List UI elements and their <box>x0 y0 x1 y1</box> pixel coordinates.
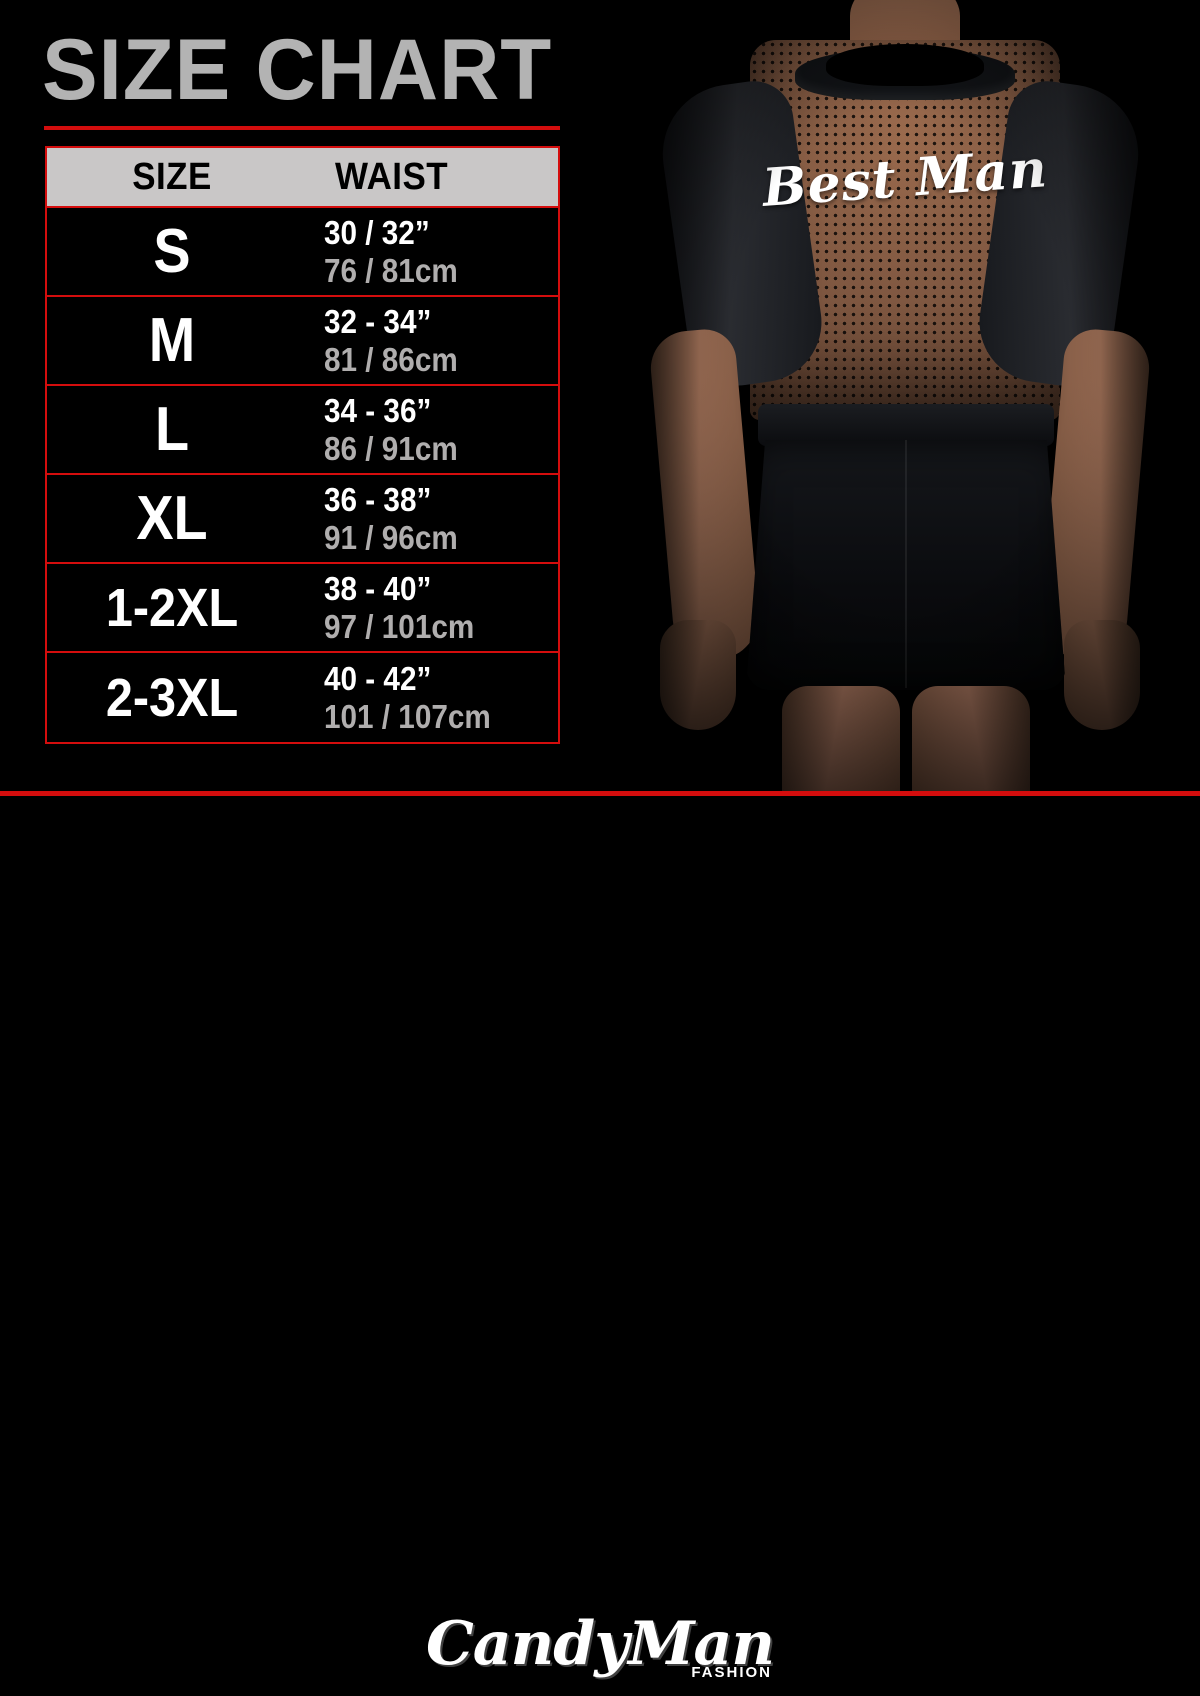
model-hand-left <box>660 620 736 730</box>
size-chart-table: SIZE WAIST S 30 / 32” 76 / 81cm M 32 - 3… <box>45 146 560 744</box>
waist-inches: 36 - 38” <box>324 480 432 518</box>
cell-waist: 30 / 32” 76 / 81cm <box>297 214 532 290</box>
garment-print-text: Best Man <box>760 137 1050 219</box>
page-title: SIZE CHART <box>42 22 553 118</box>
table-row: S 30 / 32” 76 / 81cm <box>47 208 558 297</box>
table-row: M 32 - 34” 81 / 86cm <box>47 297 558 386</box>
cell-size: L <box>154 394 190 464</box>
cell-waist: 38 - 40” 97 / 101cm <box>297 570 532 646</box>
waist-centimeters: 76 / 81cm <box>324 251 458 289</box>
size-chart-panel: SIZE CHART SIZE WAIST S 30 / 32” 76 / 81… <box>0 0 600 793</box>
garment-collar-inner <box>826 44 984 86</box>
cell-size: M <box>148 305 196 375</box>
cell-size: XL <box>136 483 208 553</box>
waist-centimeters: 101 / 107cm <box>324 697 491 735</box>
brand-band: CandyMan FASHION <box>0 796 1200 1681</box>
cell-size: S <box>153 216 191 286</box>
waist-inches: 30 / 32” <box>324 213 430 251</box>
table-row: XL 36 - 38” 91 / 96cm <box>47 475 558 564</box>
waist-centimeters: 97 / 101cm <box>324 607 475 645</box>
cell-waist: 36 - 38” 91 / 96cm <box>297 481 532 557</box>
skirt-center-seam <box>905 440 907 688</box>
column-header-waist: WAIST <box>335 155 449 198</box>
model-leg-right <box>912 686 1030 791</box>
table-row: 2-3XL 40 - 42” 101 / 107cm <box>47 653 558 742</box>
waist-inches: 40 - 42” <box>324 659 432 697</box>
title-divider <box>44 126 560 130</box>
cell-waist: 32 - 34” 81 / 86cm <box>297 303 532 379</box>
brand-tagline: FASHION <box>691 1664 772 1681</box>
cell-waist: 40 - 42” 101 / 107cm <box>297 660 532 736</box>
cell-size: 1-2XL <box>105 577 239 638</box>
waist-centimeters: 91 / 96cm <box>324 518 458 556</box>
waist-inches: 34 - 36” <box>324 391 432 429</box>
table-header-row: SIZE WAIST <box>47 148 558 208</box>
waist-centimeters: 81 / 86cm <box>324 340 458 378</box>
waist-inches: 32 - 34” <box>324 302 432 340</box>
table-row: 1-2XL 38 - 40” 97 / 101cm <box>47 564 558 653</box>
bottom-divider <box>0 791 1200 796</box>
brand-logo: CandyMan FASHION <box>0 1592 1200 1696</box>
waist-inches: 38 - 40” <box>324 569 432 607</box>
product-photo: Best Man <box>600 0 1200 791</box>
model-hand-right <box>1064 620 1140 730</box>
column-header-size: SIZE <box>132 155 212 198</box>
waist-centimeters: 86 / 91cm <box>324 429 458 467</box>
cell-waist: 34 - 36” 86 / 91cm <box>297 392 532 468</box>
cell-size: 2-3XL <box>105 667 239 728</box>
model-leg-left <box>782 686 900 791</box>
table-row: L 34 - 36” 86 / 91cm <box>47 386 558 475</box>
